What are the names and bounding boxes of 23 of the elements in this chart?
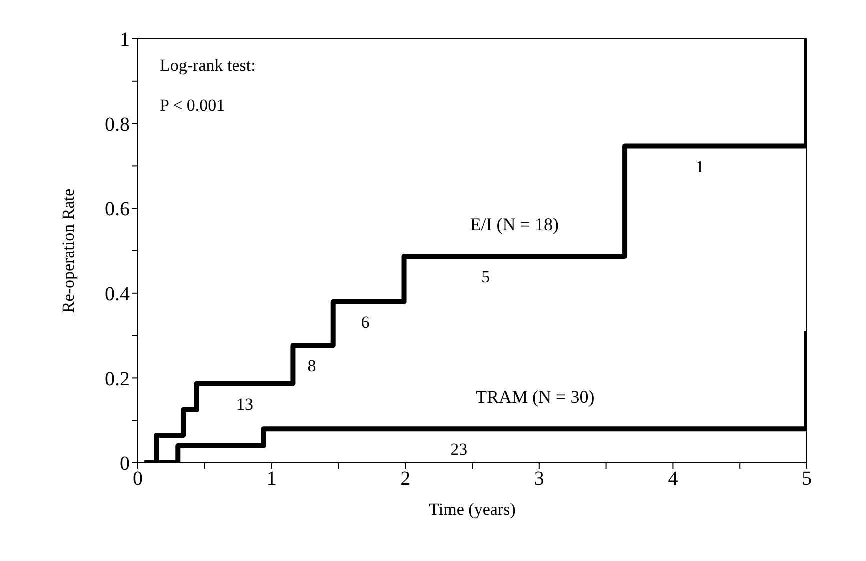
y-tick-label: 0.6: [105, 198, 130, 221]
annotation: 1: [696, 157, 704, 176]
annotation: 5: [482, 268, 490, 287]
x-tick-label: 3: [534, 468, 544, 490]
x-tick-label: 1: [266, 468, 277, 490]
y-tick-label: 0.2: [105, 368, 130, 390]
series-label: E/I (N = 18): [470, 214, 559, 235]
y-tick-label: 1: [120, 29, 130, 52]
annotation: 6: [361, 312, 370, 332]
annotation: 13: [236, 394, 254, 414]
annotation: P < 0.001: [160, 96, 226, 116]
series-label: TRAM (N = 30): [476, 387, 595, 408]
y-axis-title: Re-operation Rate: [59, 188, 78, 314]
x-tick-label: 2: [400, 468, 411, 490]
x-tick-label: 4: [668, 468, 678, 490]
y-tick-label: 0: [120, 453, 130, 476]
annotation: 23: [450, 440, 468, 460]
annotation: 8: [308, 356, 316, 376]
y-tick-label: 0.8: [105, 114, 130, 136]
x-tick-label: 5: [802, 468, 812, 490]
y-tick-label: 0.4: [105, 284, 130, 306]
annotation: Log-rank test:: [160, 56, 256, 76]
x-axis-title: Time (years): [429, 500, 516, 519]
